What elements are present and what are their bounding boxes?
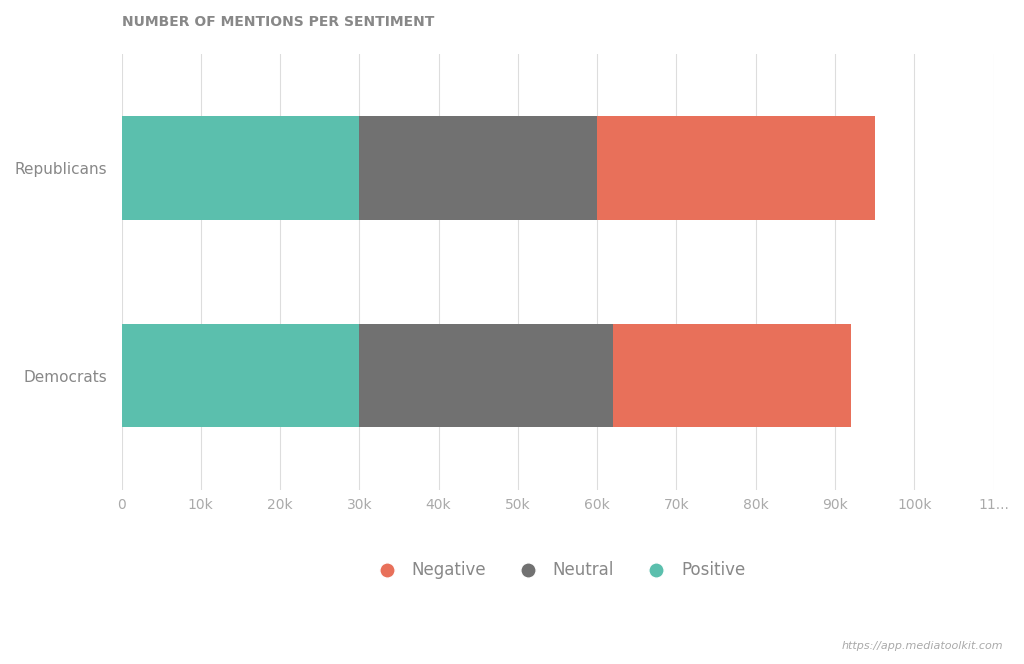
Bar [597,116,874,220]
Bar [359,116,597,220]
Text: https://app.mediatoolkit.com: https://app.mediatoolkit.com [842,641,1004,651]
Bar [359,323,613,428]
Bar [122,323,359,428]
Legend: Negative, Neutral, Positive: Negative, Neutral, Positive [364,554,752,586]
Bar [613,323,851,428]
Bar [122,116,359,220]
Text: NUMBER OF MENTIONS PER SENTIMENT: NUMBER OF MENTIONS PER SENTIMENT [122,15,434,29]
